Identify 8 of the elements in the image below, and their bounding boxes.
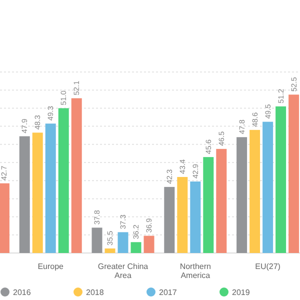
x-tick-label: Europe (38, 262, 64, 271)
legend-label: 2018 (86, 288, 104, 297)
legend-label: 2016 (13, 288, 32, 297)
legend-label: 2019 (232, 288, 250, 297)
x-tick-label: Greater China Area (98, 262, 149, 280)
x-tick-label: EU(27) (255, 262, 281, 271)
x-tick-label: Northern America (180, 262, 211, 280)
legend-label: 2017 (159, 288, 178, 297)
